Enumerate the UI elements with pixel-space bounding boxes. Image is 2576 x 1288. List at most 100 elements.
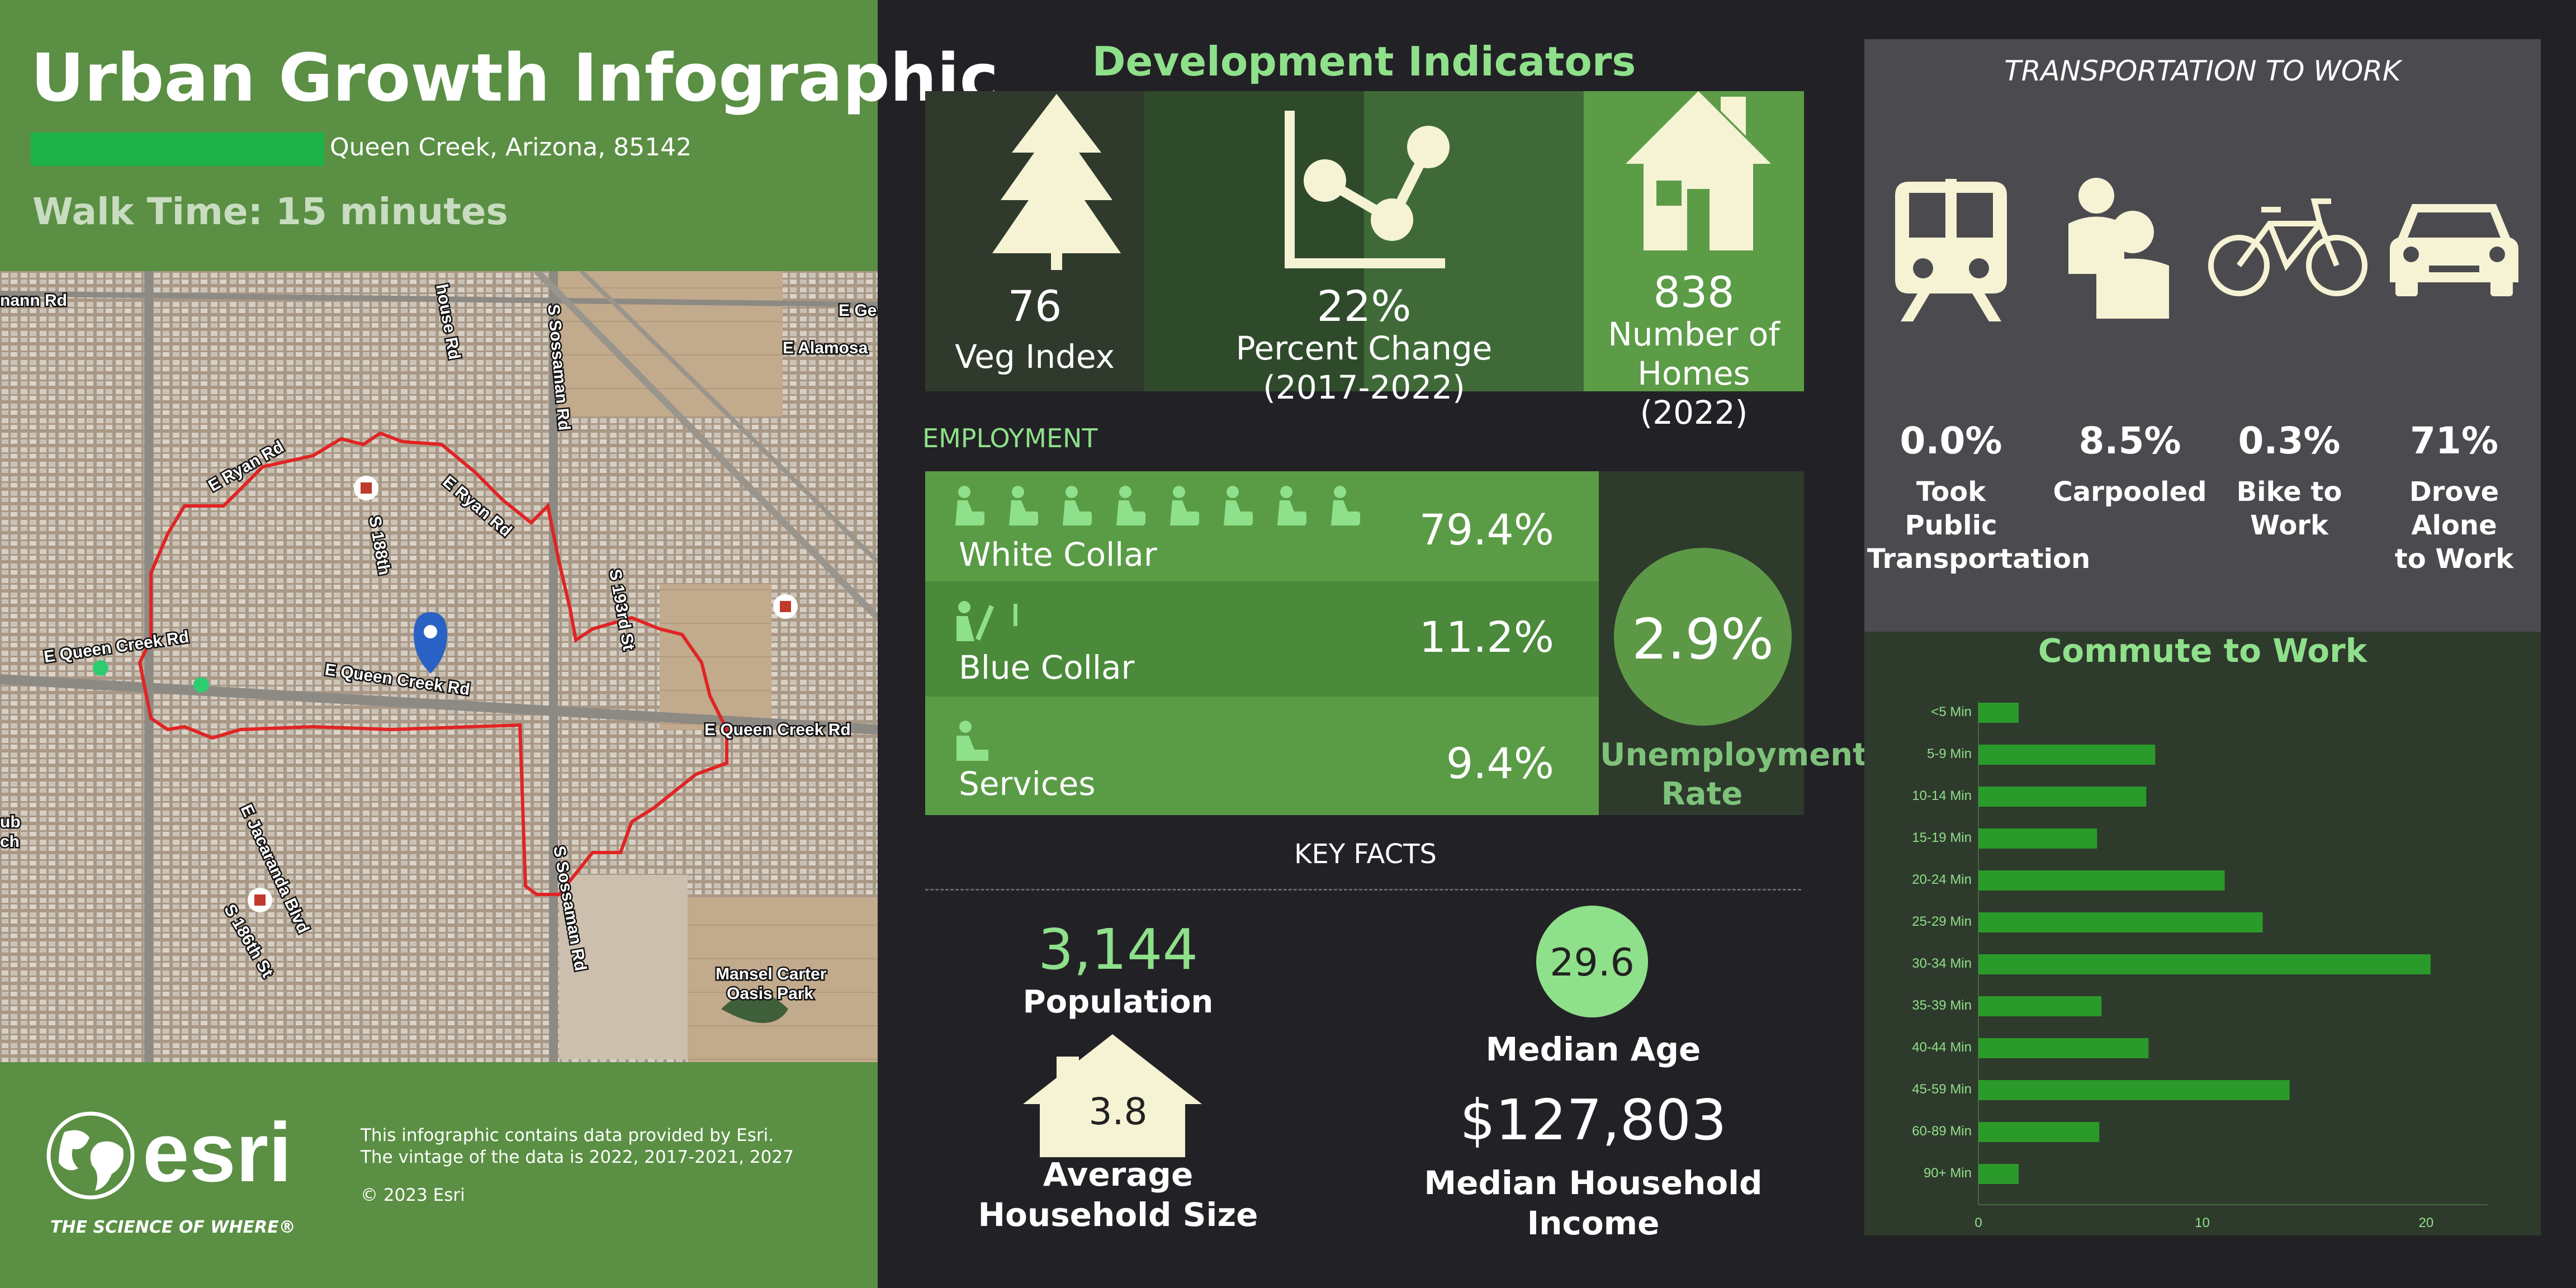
map-label-mann-rd: nann Rd (0, 291, 67, 310)
homes-label-2: Homes (2022) (1637, 354, 1750, 432)
median-income-label-2: Income (1527, 1204, 1660, 1242)
esri-logo: esri (45, 1105, 324, 1213)
median-age-value: 29.6 (1550, 941, 1635, 985)
unemployment-label-1: Unemployment (1600, 737, 1868, 773)
employment-row-services: Services 9.4% (925, 697, 1599, 815)
chart-bar (1978, 1122, 2100, 1142)
blue-collar-icon (956, 601, 1017, 641)
household-size-label-2: Household Size (978, 1196, 1258, 1234)
map-canvas: nann Rd E Ryan Rd E Ryan Rd S 188th hous… (0, 271, 878, 1062)
satellite-map[interactable]: nann Rd E Ryan Rd E Ryan Rd S 188th hous… (0, 271, 878, 1062)
chart-bar (1978, 1080, 2290, 1100)
copyright: © 2023 Esri (361, 1185, 465, 1205)
chart-category-label: <5 Min (1931, 704, 1972, 719)
esri-wordmark: esri (143, 1110, 292, 1199)
veg-index-value: 76 (1007, 281, 1062, 331)
household-size-value: 3.8 (1088, 1090, 1148, 1133)
carpooled-label: Carpooled (2046, 475, 2214, 509)
chart-x-tick-label: 10 (2195, 1215, 2210, 1230)
data-note-line2: The vintage of the data is 2022, 2017-20… (361, 1147, 794, 1167)
chart-category-label: 20-24 Min (1912, 872, 1972, 887)
chart-bar (1978, 870, 2225, 891)
chart-bar (1978, 912, 2263, 932)
chart-bar (1978, 996, 2102, 1016)
blue-collar-value: 11.2% (1419, 612, 1554, 662)
chart-category-label: 40-44 Min (1912, 1040, 1972, 1055)
services-icon (956, 721, 988, 761)
chart-bar (1978, 828, 2097, 849)
globe-icon: esri (46, 1105, 292, 1200)
map-label-ub: ub (0, 813, 21, 831)
unemployment-label: Unemployment Rate (1600, 736, 1868, 814)
walk-time: Walk Time: 15 minutes (32, 190, 508, 233)
chart-category-label: 15-19 Min (1912, 830, 1972, 845)
map-label-e-ge: E Ge (839, 301, 877, 320)
public-transport-label: Took Public Transportation (1867, 475, 2091, 576)
veg-index-tile: 76 Veg Index (925, 91, 1144, 391)
chart-bar (1978, 954, 2431, 974)
homes-tile: 838 Number of Homes (2022) (1584, 91, 1804, 432)
household-size-label-1: Average (1043, 1156, 1194, 1194)
chart-category-label: 60-89 Min (1912, 1124, 1972, 1139)
chart-bar (1978, 1164, 2019, 1184)
page-title: Urban Growth Infographic (31, 39, 999, 116)
homes-value: 838 (1653, 267, 1735, 317)
bicycle-icon (2208, 198, 2367, 296)
public-transport-label-1: Took Public (1905, 476, 1997, 541)
white-collar-icon (955, 486, 1360, 525)
household-size-label: Average Household Size (950, 1154, 1286, 1235)
location-text: Queen Creek, Arizona, 85142 (330, 133, 692, 162)
chart-bar (1978, 1038, 2149, 1058)
drove-alone-label-2: to Work (2394, 543, 2514, 575)
carpooled-label-1: Carpooled (2053, 476, 2207, 508)
car-icon (2390, 204, 2518, 296)
chart-x-tick-label: 0 (1974, 1215, 1982, 1230)
chart-category-label: 35-39 Min (1912, 998, 1972, 1013)
train-icon (1895, 179, 2007, 321)
bike-value: 0.3% (2238, 419, 2341, 462)
chart-category-label: 45-59 Min (1912, 1082, 1972, 1097)
unemployment-label-2: Rate (1661, 776, 1743, 812)
unemployment-circle (1614, 548, 1792, 726)
percent-change-period: (2017-2022) (1263, 368, 1465, 406)
median-income-value: $127,803 (1460, 1087, 1727, 1153)
chart-x-tick-label: 20 (2419, 1215, 2434, 1230)
population-label: Population (1022, 984, 1214, 1020)
percent-change-tile: 22% Percent Change (2017-2022) (1144, 91, 1584, 406)
drove-alone-label: Drove Alone to Work (2370, 475, 2538, 576)
household-house-icon (1023, 1034, 1202, 1157)
chart-category-label: 10-14 Min (1912, 788, 1972, 803)
unemployment-value: 2.9% (1631, 607, 1774, 672)
employment-row-blue-collar: Blue Collar 11.2% (925, 581, 1599, 697)
veg-index-label: Veg Index (955, 338, 1115, 376)
chart-category-label: 30-34 Min (1912, 956, 1972, 971)
development-title: Development Indicators (1092, 38, 1636, 85)
map-label-ch: ch (0, 832, 20, 851)
chart-category-label: 90+ Min (1924, 1166, 1972, 1181)
percent-change-label: Percent Change (1235, 329, 1493, 367)
employment-heading: EMPLOYMENT (922, 423, 1098, 453)
homes-label-1: Number of (1608, 315, 1780, 353)
public-transport-label-2: Transportation (1867, 543, 2091, 575)
services-label: Services (959, 765, 1096, 803)
chart-bar (1978, 745, 2156, 765)
drove-alone-label-1: Drove Alone (2409, 476, 2499, 541)
chart-category-label: 25-29 Min (1912, 914, 1972, 929)
median-income-label-1: Median Household (1424, 1164, 1763, 1202)
carpooled-value: 8.5% (2078, 419, 2181, 462)
drove-alone-value: 71% (2410, 419, 2498, 462)
white-collar-label: White Collar (959, 536, 1157, 574)
chart-bar (1978, 787, 2147, 807)
public-transport-value: 0.0% (1900, 419, 2002, 462)
bike-label: Bike to Work (2205, 475, 2373, 542)
bike-label-1: Bike to (2236, 476, 2342, 508)
employment-row-white-collar: White Collar 79.4% (925, 471, 1599, 581)
percent-change-value: 22% (1317, 281, 1412, 331)
chart-bar (1978, 703, 2019, 723)
commute-panel (1864, 632, 2541, 1235)
location-bar (31, 132, 324, 166)
median-age-circle (1536, 906, 1648, 1017)
commute-chart-title: Commute to Work (2038, 632, 2367, 670)
map-label-mansel-carter: Mansel Carter (716, 965, 827, 983)
median-income-label: Median Household Income (1370, 1163, 1817, 1243)
